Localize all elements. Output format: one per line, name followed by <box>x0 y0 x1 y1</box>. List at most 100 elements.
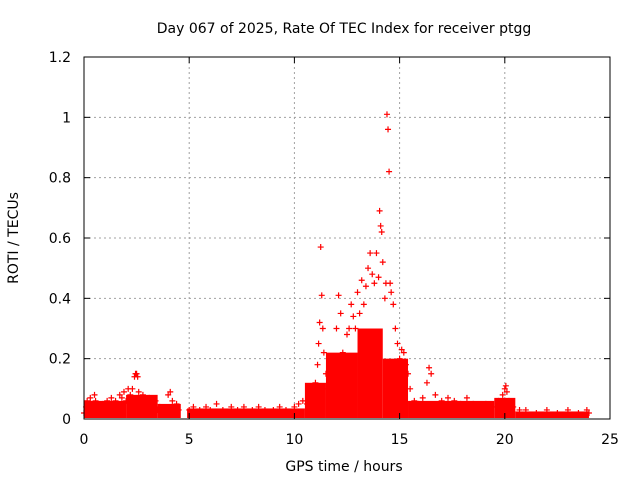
data-point <box>371 280 378 287</box>
axis-ticks: 0 5 10 15 20 25 0 0.2 0.4 0.6 0.8 1 1.2 <box>49 50 619 448</box>
data-point <box>314 361 321 368</box>
data-point <box>348 301 355 308</box>
data-point <box>564 406 571 413</box>
x-tick-label: 20 <box>496 432 514 448</box>
data-point <box>318 292 325 299</box>
data-point <box>482 400 489 407</box>
data-point <box>476 403 483 410</box>
data-point <box>207 406 214 413</box>
data-point <box>88 400 95 407</box>
data-point <box>583 406 590 413</box>
data-point <box>167 388 174 395</box>
y-tick-label: 0 <box>62 412 71 428</box>
data-point <box>344 331 350 338</box>
data-point <box>91 391 98 398</box>
data-point <box>495 397 502 404</box>
data-point <box>407 385 414 392</box>
data-point <box>319 325 326 332</box>
data-point <box>402 361 409 368</box>
data-point <box>516 406 523 413</box>
y-tick-label: 0.8 <box>49 171 71 187</box>
data-point <box>171 403 178 410</box>
data-point <box>554 409 561 416</box>
data-point <box>133 370 140 377</box>
data-point <box>373 250 380 257</box>
data-point <box>304 400 311 407</box>
dense-band-segment <box>304 382 326 418</box>
data-point <box>148 400 155 407</box>
data-point <box>228 403 235 410</box>
data-point <box>362 283 369 290</box>
data-point <box>432 391 439 398</box>
data-point <box>291 403 298 410</box>
data-point <box>419 394 426 401</box>
data-point <box>135 388 142 395</box>
data-point <box>295 400 302 407</box>
data-point <box>377 222 384 229</box>
data-point <box>99 400 106 407</box>
data-point <box>89 403 96 410</box>
data-point <box>506 397 513 404</box>
data-point <box>104 397 111 404</box>
data-point <box>165 391 172 398</box>
data-point <box>108 394 115 401</box>
dense-band-segment <box>325 352 358 418</box>
data-point <box>190 403 197 410</box>
data-point <box>543 406 550 413</box>
y-tick-label: 0.2 <box>49 352 71 368</box>
data-point <box>503 388 510 395</box>
data-point <box>426 364 433 371</box>
data-point <box>470 400 477 407</box>
data-point <box>310 385 317 392</box>
data-points <box>81 111 592 416</box>
data-point <box>333 325 340 332</box>
dense-band-segment <box>187 408 305 418</box>
data-point <box>405 370 412 377</box>
data-point <box>123 397 130 404</box>
data-point <box>316 319 323 326</box>
data-point <box>213 400 220 407</box>
data-point <box>411 397 418 404</box>
data-point <box>139 391 146 398</box>
data-point <box>156 403 163 410</box>
data-point <box>137 394 144 401</box>
data-point <box>385 126 392 133</box>
data-point <box>203 403 210 410</box>
data-point <box>175 406 182 413</box>
data-point <box>325 385 332 392</box>
x-tick-label: 10 <box>285 432 303 448</box>
data-point <box>84 397 91 404</box>
data-point <box>387 280 394 287</box>
data-point <box>400 349 407 356</box>
data-point <box>341 361 348 368</box>
data-point <box>173 400 180 407</box>
data-point <box>112 397 119 404</box>
data-point <box>234 406 241 413</box>
data-point <box>499 391 506 398</box>
data-point <box>282 406 289 413</box>
data-point <box>327 391 334 398</box>
data-point <box>308 391 315 398</box>
data-point <box>322 370 329 377</box>
data-point <box>255 403 262 410</box>
data-point <box>585 409 592 416</box>
data-point <box>502 382 509 389</box>
dense-band-segment <box>357 328 383 418</box>
data-point <box>438 397 445 404</box>
data-point <box>375 274 382 281</box>
data-point <box>415 400 422 407</box>
data-point <box>378 228 385 235</box>
data-point <box>463 394 470 401</box>
x-tick-label: 25 <box>601 432 619 448</box>
data-point <box>350 313 357 320</box>
dense-band-segment <box>382 358 409 418</box>
y-tick-label: 0.6 <box>49 231 71 247</box>
data-point <box>261 406 268 413</box>
data-point <box>335 292 342 299</box>
x-tick-label: 5 <box>185 432 194 448</box>
data-point <box>339 349 346 356</box>
data-point <box>376 207 383 214</box>
data-point <box>386 168 393 175</box>
data-point <box>381 295 388 302</box>
